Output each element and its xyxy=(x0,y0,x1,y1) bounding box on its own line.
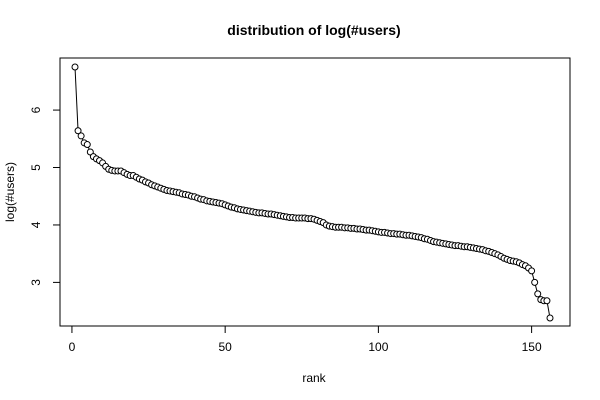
series-line xyxy=(74,66,551,319)
x-tick-label: 0 xyxy=(69,340,76,354)
x-axis-label: rank xyxy=(302,371,326,385)
chart-title: distribution of log(#users) xyxy=(227,22,400,38)
x-tick-label: 50 xyxy=(218,340,232,354)
y-tick-label: 4 xyxy=(29,221,43,228)
x-axis: 0 50 100 150 xyxy=(69,325,542,354)
data-point xyxy=(534,290,542,298)
data-point xyxy=(546,314,554,322)
y-tick-label: 5 xyxy=(29,164,43,171)
data-point xyxy=(74,127,82,135)
data-point xyxy=(528,267,536,275)
x-tick-label: 100 xyxy=(368,340,388,354)
y-axis: 3 4 5 6 xyxy=(29,106,61,286)
data-point xyxy=(83,141,91,149)
data-point xyxy=(543,297,551,305)
plot-frame xyxy=(59,57,571,327)
data-point xyxy=(531,278,539,286)
data-point xyxy=(71,63,79,71)
y-axis-label: log(#users) xyxy=(3,162,17,222)
x-tick-label: 150 xyxy=(522,340,542,354)
data-point xyxy=(77,132,85,140)
y-tick-label: 6 xyxy=(29,106,43,113)
data-series xyxy=(71,63,554,322)
y-tick-label: 3 xyxy=(29,279,43,286)
